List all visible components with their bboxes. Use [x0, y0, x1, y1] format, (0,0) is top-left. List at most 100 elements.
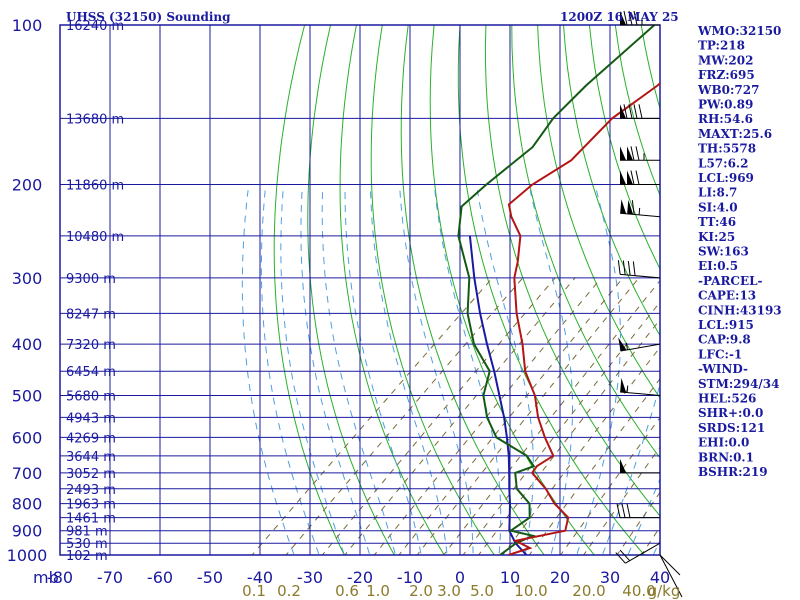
station-title: UHSS (32150) Sounding: [66, 10, 231, 24]
barb-full: [615, 552, 626, 564]
moist-adiabat: [370, 190, 448, 555]
barb-full: [631, 200, 635, 215]
wind-barb: [617, 260, 661, 279]
index-entry: CAP:9.8: [698, 333, 751, 347]
pressure-tick-label: 300: [12, 269, 43, 288]
height-label: 7320 m: [66, 338, 116, 353]
wind-axis-tick: [659, 554, 683, 598]
height-label: 530 m: [66, 537, 108, 552]
wind-barb: [620, 104, 660, 119]
index-entry: WMO:32150: [697, 24, 781, 38]
wind-barbs: [615, 10, 683, 598]
barb-pennant: [618, 337, 627, 352]
moist-adiabat: [529, 190, 573, 555]
barb-pennant: [627, 146, 633, 161]
mixing-ratio-unit: g/kg: [648, 582, 681, 600]
barb-full: [626, 503, 631, 518]
index-entry: MAXT:25.6: [698, 127, 772, 141]
index-entry: -WIND-: [698, 362, 748, 376]
mixing-ratio-label: 0.1: [242, 582, 266, 600]
mixing-ratio-line: [285, 277, 524, 555]
temperature-tick-label: 40: [650, 568, 670, 587]
mixing-ratio-line: [344, 277, 576, 555]
dry-adiabat: [511, 25, 660, 459]
moist-adiabat: [476, 190, 534, 555]
mixing-ratio-line: [477, 318, 660, 555]
index-entry: CINH:43193: [698, 303, 782, 317]
dry-adiabat: [457, 25, 645, 555]
dry-adiabat: [339, 25, 445, 555]
index-entry: SHR+:0.0: [698, 406, 763, 420]
wind-barb: [616, 503, 660, 519]
mixing-ratio-line: [559, 416, 660, 555]
height-label: 13680 m: [66, 112, 124, 127]
wind-barb: [620, 378, 661, 396]
mixing-ratio-line: [582, 446, 660, 555]
moist-adiabat: [434, 190, 502, 555]
mixing-ratio-line: [528, 378, 660, 555]
barb-full: [630, 170, 635, 185]
dry-adiabat: [588, 25, 660, 271]
mixing-ratio-line: [462, 301, 660, 555]
dry-adiabat: [307, 25, 395, 555]
mixing-ratio-label: 40.0: [622, 582, 655, 600]
moist-adiabat: [241, 190, 295, 555]
height-label: 2493 m: [66, 483, 116, 498]
mixing-ratio-line: [442, 279, 660, 555]
mixing-ratio-line: [321, 277, 556, 555]
mixing-ratio-line: [398, 277, 624, 555]
wind-barb: [620, 199, 661, 218]
pressure-tick-label: 100: [12, 16, 43, 35]
wind-barb: [615, 542, 661, 564]
index-entry: PW:0.89: [698, 98, 753, 112]
wind-barb: [620, 10, 660, 26]
height-label: 4943 m: [66, 411, 116, 426]
temperature-tick-label: 10: [500, 568, 520, 587]
moist-adiabat: [280, 190, 345, 555]
index-entry: HEL:526: [698, 392, 756, 406]
mixing-ratio-label: 3.0: [437, 582, 461, 600]
mixing-ratio-line: [416, 277, 640, 555]
temperature-tick-label: -40: [247, 568, 273, 587]
pressure-tick-label: 500: [12, 386, 43, 405]
temperature-tick-label: -70: [97, 568, 123, 587]
pressure-tick-label: 200: [12, 176, 43, 195]
dry-adiabat: [273, 25, 345, 555]
index-entry: BSHR:219: [698, 465, 768, 479]
pressure-tick-label: 900: [12, 522, 43, 541]
mixing-ratio-label: 0.2: [277, 582, 301, 600]
barb-staff: [625, 542, 661, 564]
index-entry: EHI:0.0: [698, 436, 749, 450]
temperature-tick-label: -60: [147, 568, 173, 587]
moist-adiabat: [321, 190, 396, 555]
barb-full: [616, 503, 621, 518]
wind-axis-tick: [659, 554, 681, 576]
height-label: 10480 m: [66, 230, 124, 245]
barb-pennant: [620, 199, 627, 214]
height-label: 9300 m: [66, 272, 116, 287]
barb-full: [627, 260, 631, 276]
index-entry: LFC:-1: [698, 347, 742, 361]
barb-full: [617, 260, 621, 275]
temperature-tick-label: -80: [47, 568, 73, 587]
stability-indices: WMO:32150TP:218MW:202FRZ:695WB0:727PW:0.…: [697, 24, 782, 479]
grid: [59, 24, 661, 556]
barb-staff: [620, 343, 661, 352]
moist-adiabat: [344, 190, 422, 555]
barb-full: [635, 170, 640, 185]
index-entry: EI:0.5: [698, 259, 738, 273]
barb-half: [638, 207, 641, 215]
mixing-ratio-label: 0.6: [335, 582, 359, 600]
index-entry: LCL:915: [698, 318, 754, 332]
dry-adiabat: [771, 25, 800, 566]
temperature-tick-label: -50: [197, 568, 223, 587]
moist-adiabat: [576, 190, 621, 555]
barb-full: [633, 104, 638, 119]
index-entry: CAPE:13: [698, 289, 756, 303]
barb-full: [623, 104, 628, 119]
mixing-ratio-line: [251, 277, 493, 555]
barb-full: [628, 10, 633, 26]
temperature-tick-label: 20: [550, 568, 570, 587]
barb-pennant: [620, 146, 626, 161]
